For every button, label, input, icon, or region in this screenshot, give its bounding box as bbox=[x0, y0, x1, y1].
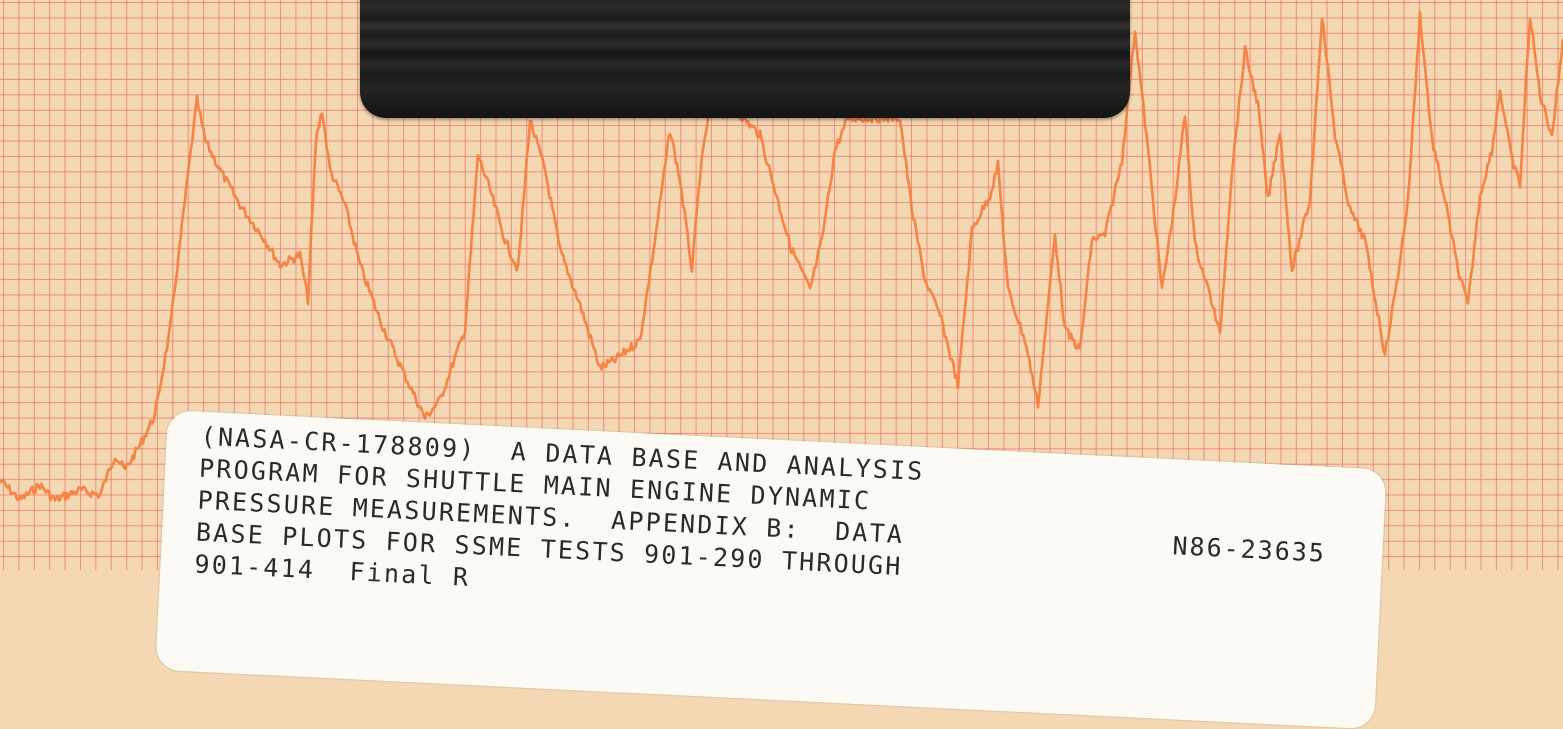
black-tape-strip bbox=[360, 0, 1130, 118]
accession-number: N86-23635 bbox=[1171, 531, 1327, 568]
pressure-trace-plot bbox=[0, 11, 1563, 503]
pressure-trace-line bbox=[0, 11, 1563, 503]
